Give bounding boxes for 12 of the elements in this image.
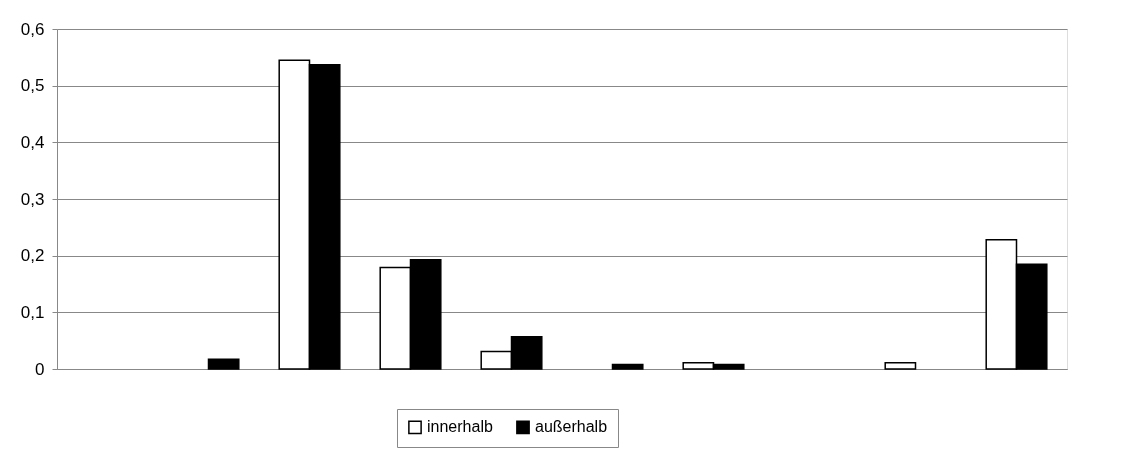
y-tick-label: 0,4	[20, 132, 45, 152]
y-tick-label: 0,5	[20, 76, 45, 96]
legend-label: außerhalb	[535, 418, 608, 436]
y-tick-label: 0,6	[20, 19, 45, 39]
legend-label: innerhalb	[427, 418, 493, 436]
y-tick-label: 0,1	[20, 302, 45, 322]
bar	[611, 363, 644, 370]
y-tick-label: 0	[35, 359, 45, 379]
y-tick-label: 0,2	[20, 246, 45, 266]
bar	[207, 358, 240, 370]
y-tick-label: 0,3	[20, 189, 45, 209]
bar	[884, 362, 917, 370]
